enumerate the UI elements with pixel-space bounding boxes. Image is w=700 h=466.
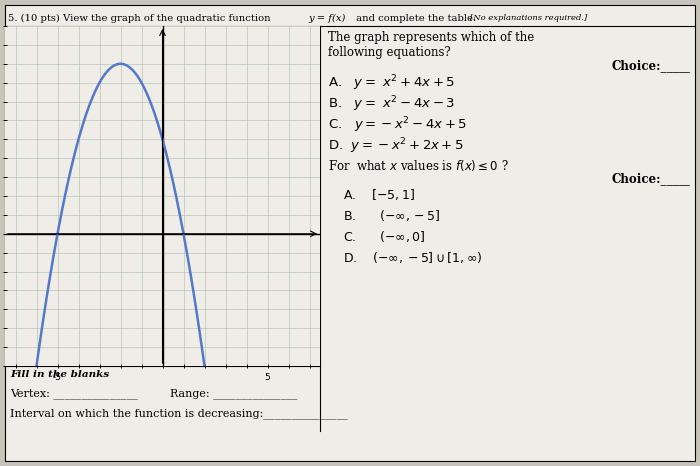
Text: D.    $(-\infty, -5] \cup [1, \infty)$: D. $(-\infty, -5] \cup [1, \infty)$ <box>343 250 482 265</box>
Text: For  what $x$ values is $f(x) \leq 0$ ?: For what $x$ values is $f(x) \leq 0$ ? <box>328 158 509 173</box>
Text: Vertex: _______________: Vertex: _______________ <box>10 388 138 399</box>
Text: D.  $y = -x^2 + 2x + 5$: D. $y = -x^2 + 2x + 5$ <box>328 136 464 156</box>
Text: Range: _______________: Range: _______________ <box>170 388 298 399</box>
Text: 5. (10 pts) View the graph of the quadratic function: 5. (10 pts) View the graph of the quadra… <box>8 14 274 23</box>
Text: following equations?: following equations? <box>328 46 451 59</box>
Text: Choice:_____: Choice:_____ <box>611 59 690 72</box>
Text: A.    $[-5, 1]$: A. $[-5, 1]$ <box>343 187 415 202</box>
Text: Choice:_____: Choice:_____ <box>611 172 690 185</box>
Text: Interval on which the function is decreasing:_______________: Interval on which the function is decrea… <box>10 408 348 419</box>
Text: A.   $y = \ x^2 + 4x + 5$: A. $y = \ x^2 + 4x + 5$ <box>328 73 455 93</box>
Text: B.      $(-\infty, -5]$: B. $(-\infty, -5]$ <box>343 208 441 223</box>
Text: and complete the table.: and complete the table. <box>353 14 476 23</box>
Text: C.   $y = -x^2 - 4x + 5$: C. $y = -x^2 - 4x + 5$ <box>328 115 468 135</box>
Text: Fill in the blanks: Fill in the blanks <box>10 370 109 379</box>
Text: C.      $(-\infty, 0]$: C. $(-\infty, 0]$ <box>343 229 426 244</box>
Text: y = f(x): y = f(x) <box>308 14 345 23</box>
Text: B.   $y = \ x^2 - 4x - 3$: B. $y = \ x^2 - 4x - 3$ <box>328 94 455 114</box>
Text: [No explanations required.]: [No explanations required.] <box>470 14 587 22</box>
Text: The graph represents which of the: The graph represents which of the <box>328 31 534 44</box>
